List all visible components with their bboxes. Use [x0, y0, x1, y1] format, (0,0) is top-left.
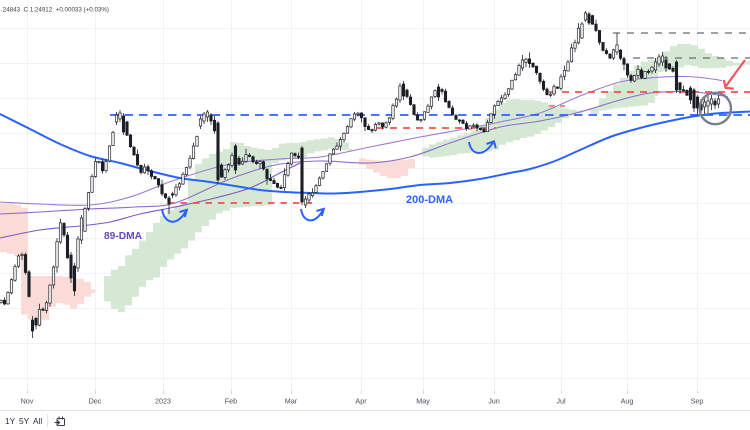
svg-text:Apr: Apr [355, 397, 367, 406]
svg-text:2023: 2023 [155, 397, 171, 406]
svg-text:1Y: 1Y [5, 416, 16, 426]
svg-text:Sep: Sep [691, 397, 704, 406]
svg-text:5Y: 5Y [19, 416, 30, 426]
svg-text:Aug: Aug [621, 397, 634, 406]
svg-text:Feb: Feb [225, 397, 237, 406]
svg-text:Dec: Dec [89, 397, 102, 406]
svg-text:May: May [416, 397, 430, 406]
svg-text:89-DMA: 89-DMA [104, 231, 143, 242]
svg-text:200-DMA: 200-DMA [406, 194, 453, 206]
svg-text:Jul: Jul [556, 397, 566, 406]
svg-text:.24843 C 1.24912 +0.00033 (+: .24843 C 1.24912 +0.00033 (+0.03%) [1, 7, 109, 14]
svg-text:Mar: Mar [285, 397, 298, 406]
svg-text:Nov: Nov [21, 397, 34, 406]
svg-text:All: All [33, 416, 42, 426]
svg-text:Jun: Jun [488, 397, 500, 406]
